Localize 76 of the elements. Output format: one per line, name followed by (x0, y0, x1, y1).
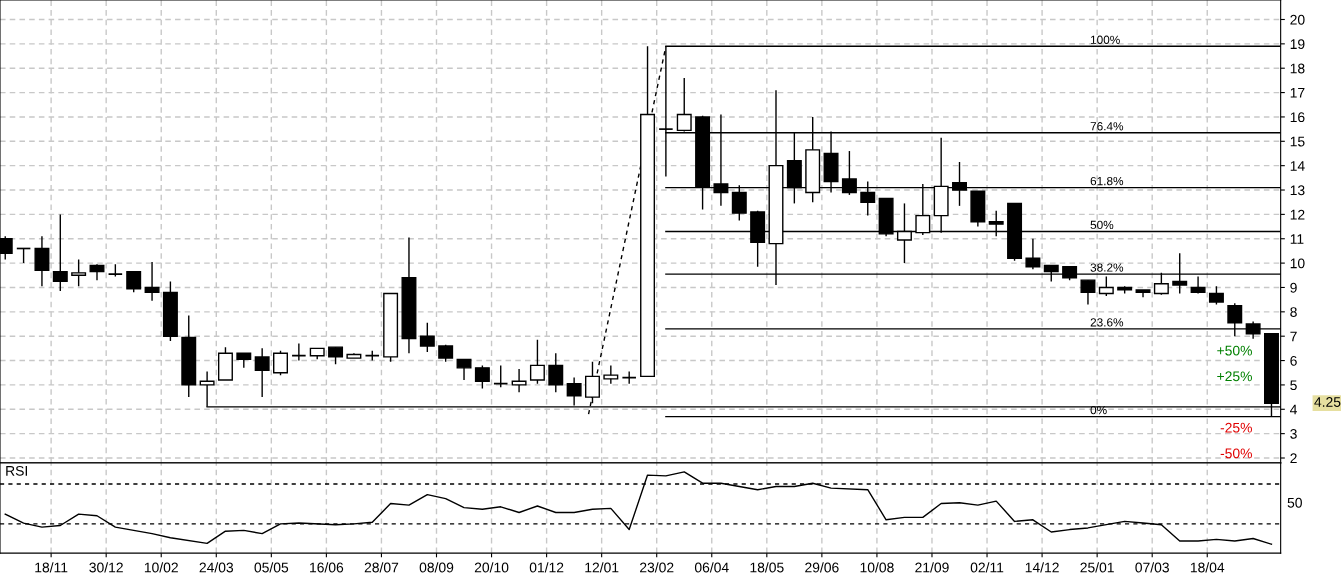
x-tick-label: 06/04 (694, 562, 729, 573)
y-tick-label: 8 (1290, 307, 1297, 317)
series-label: 50% (1090, 220, 1114, 230)
candlestick (1025, 238, 1041, 270)
text: 50 (1287, 497, 1302, 508)
x-tick-label: 14/12 (1025, 562, 1059, 573)
candlestick (1208, 285, 1224, 306)
x-tick-label: 30/12 (89, 562, 123, 573)
series-label: 0% (1090, 405, 1107, 415)
candlestick (126, 270, 142, 294)
series-label: 38.2% (1090, 263, 1124, 272)
x-tick-label: 08/09 (419, 562, 454, 573)
x-tick-label: 21/09 (915, 562, 949, 573)
y-tick-label: 17 (1290, 88, 1305, 98)
x-tick-label: 16/06 (310, 562, 344, 573)
y-tick-label: 6 (1290, 355, 1297, 366)
candlestick (548, 352, 564, 393)
candlestick (1080, 279, 1096, 306)
x-tick-label: 18/11 (35, 562, 68, 573)
y-tick-label: 14 (1290, 161, 1305, 171)
candlestick (52, 213, 68, 292)
y-tick-label: 10 (1290, 258, 1305, 269)
candlestick (456, 358, 472, 381)
y-tick-label: 16 (1290, 112, 1305, 123)
y-tick-label: 15 (1290, 136, 1305, 147)
annotation: +25% (1217, 371, 1252, 382)
candlestick (603, 364, 619, 385)
x-tick-label: 10/08 (860, 562, 894, 573)
chart-title: RSI (6, 465, 27, 476)
y-tick-label: 11 (1290, 234, 1304, 244)
y-tick-label: 12 (1290, 209, 1305, 220)
candlestick (474, 364, 490, 390)
x-tick-label: 02/11 (970, 562, 1004, 573)
x-tick-label: 07/03 (1135, 562, 1169, 573)
annotation: -50% (1220, 448, 1252, 459)
y-tick-label: 20 (1290, 14, 1305, 25)
y-tick-label: 4 (1290, 404, 1297, 415)
x-tick-label: 24/03 (199, 562, 234, 573)
annotation: -25% (1220, 422, 1252, 433)
series-label: 100% (1090, 35, 1120, 44)
candlestick (1098, 275, 1114, 297)
series-label: 23.6% (1090, 318, 1124, 327)
y-tick-label: 3 (1290, 428, 1297, 439)
candlestick (273, 350, 288, 376)
y-tick-label: 13 (1290, 185, 1305, 196)
candlestick (71, 258, 87, 287)
x-tick-label: 18/04 (1190, 562, 1225, 573)
x-tick-label: 23/02 (640, 562, 674, 573)
y-tick-label: 19 (1290, 39, 1305, 50)
y-tick-label: 9 (1290, 282, 1297, 293)
y-tick-label: 18 (1290, 63, 1305, 74)
y-tick-label: 2 (1290, 453, 1297, 464)
x-tick-label: 01/12 (529, 562, 564, 573)
series-label: 76.4% (1090, 122, 1124, 131)
annotation: +50% (1217, 345, 1252, 356)
candlestick (1190, 275, 1206, 295)
candlestick (529, 339, 545, 385)
x-tick-label: 20/10 (474, 562, 509, 573)
x-tick-label: 25/01 (1080, 562, 1114, 573)
y-tick-label: 5 (1290, 380, 1297, 391)
candlestick (254, 347, 270, 398)
candlestick (291, 342, 307, 362)
x-tick-label: 28/07 (364, 562, 399, 573)
x-tick-label: 18/05 (750, 562, 784, 573)
text: 4.25 (1314, 397, 1341, 407)
x-tick-label: 12/01 (585, 562, 619, 573)
candlestick (493, 364, 509, 389)
candlestick (419, 322, 435, 353)
x-tick-label: 10/02 (144, 562, 178, 573)
x-tick-label: 29/06 (805, 562, 839, 573)
series-label: 61.8% (1090, 176, 1124, 186)
x-tick-label: 05/05 (254, 562, 289, 573)
candlestick (511, 368, 527, 393)
candlestick (144, 261, 160, 302)
y-tick-label: 7 (1290, 331, 1297, 342)
candlestick (34, 235, 50, 287)
